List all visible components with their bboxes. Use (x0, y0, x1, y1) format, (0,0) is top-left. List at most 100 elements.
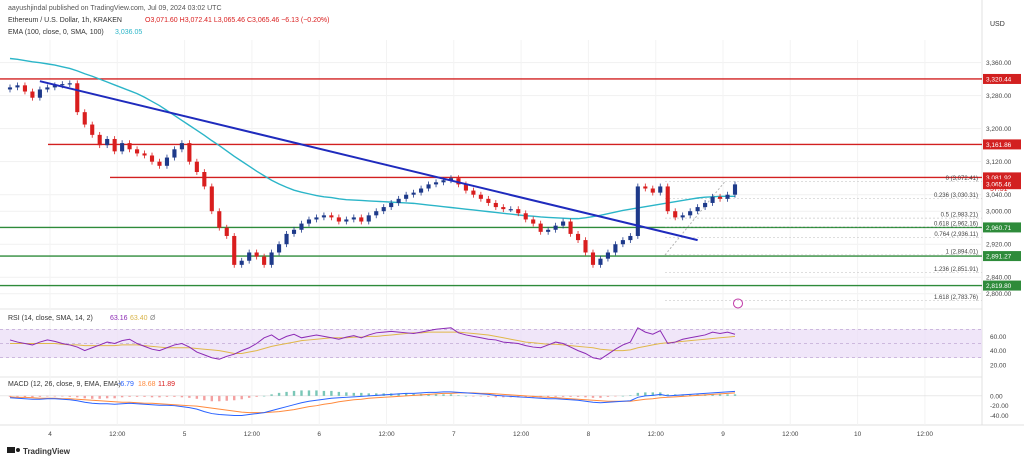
candle-down (516, 209, 521, 214)
level-badge (983, 251, 1021, 262)
fib-level-label: 1.618 (2,783.76) (934, 295, 978, 301)
candle-up (732, 184, 738, 195)
macd-histogram-bar (23, 395, 27, 398)
tradingview-logo-icon (7, 447, 20, 453)
ema-100-line (9, 57, 735, 220)
candle-up (389, 202, 394, 208)
macd-histogram-bar (188, 395, 191, 398)
candle-up (426, 184, 431, 189)
level-label: 3,161.86 (986, 142, 1012, 149)
macd-histogram-bar (367, 393, 370, 396)
rsi-tick-label: 40.00 (990, 348, 1007, 355)
macd-histogram-bar (143, 395, 146, 397)
fib-level-label: 0.618 (2,962.16) (934, 221, 978, 227)
macd-histogram-bar (711, 394, 714, 396)
candle-down (224, 227, 229, 236)
candle-up (366, 215, 371, 222)
candle-up (703, 202, 708, 208)
candle-up (247, 252, 252, 261)
fib-level-label: 0.236 (3,030.31) (934, 193, 978, 199)
candle-up (404, 194, 409, 199)
price-tick-label: 3,120.00 (986, 159, 1012, 166)
macd-histogram-bar (472, 395, 475, 397)
macd-histogram-bar (16, 395, 19, 397)
fibonacci-retracement[interactable]: 0 (3,072.41) 0.236 (3,030.31) 0.5 (2,983.2… (664, 176, 982, 309)
candle-down (90, 124, 95, 135)
level-label: 2,891.27 (986, 254, 1012, 261)
rsi-legend-value: 63.16 (110, 315, 128, 322)
fib-level-label: 1 (2,894.01) (946, 249, 978, 255)
candle-up (688, 211, 693, 216)
macd-legend-label: MACD (12, 26, close, 9, EMA, EMA) (8, 381, 121, 388)
candle-down (82, 112, 87, 125)
fib-level-label: 1.236 (2,851.91) (934, 267, 978, 273)
candle-up (620, 240, 625, 245)
macd-line (9, 390, 736, 417)
macd-histogram-bar (651, 392, 654, 396)
candle-up (710, 196, 715, 203)
candle-up (448, 178, 454, 181)
macd-histogram-bar (38, 395, 42, 397)
candle-down (22, 85, 28, 92)
macd-histogram-bar (375, 393, 378, 396)
candle-down (523, 213, 528, 220)
macd-histogram-bar (614, 395, 617, 397)
candle-down (583, 240, 588, 253)
candle-up (60, 84, 65, 86)
macd-histogram-bar (636, 392, 640, 396)
candle-up (419, 188, 424, 193)
macd-histogram-bar (203, 395, 206, 401)
level-label: 3,065.46 (986, 182, 1012, 189)
macd-histogram-bar (404, 393, 408, 396)
macd-histogram-bar (733, 394, 737, 396)
candle-up (598, 258, 603, 265)
macd-histogram-bar (195, 395, 199, 399)
macd-tick-label: 0.00 (990, 393, 1003, 400)
horizontal-levels[interactable]: 3,320.44 3,161.86 3,081.923,065.46 2,960.71… (0, 73, 1021, 291)
candle-down (217, 211, 222, 228)
macd-tick-label: -20.00 (990, 403, 1009, 410)
macd-histogram-bar (68, 395, 71, 397)
candle-down (501, 207, 506, 210)
rsi-extra-legend-value: Ø (150, 315, 156, 322)
level-badge (983, 179, 1021, 190)
candle-up (52, 85, 57, 88)
axes: 3,360.00 3,280.00 3,200.00 3,120.00 3,040.00… (48, 60, 1011, 438)
macd-histogram-bar (98, 395, 101, 399)
trend-line[interactable] (39, 80, 698, 242)
candle-down (30, 91, 35, 98)
candle-down (97, 134, 102, 146)
candle-down (262, 256, 267, 265)
macd-histogram-bar (315, 390, 318, 396)
level-label: 2,819.80 (986, 283, 1012, 290)
time-tick-label: 6 (317, 431, 321, 438)
level-badge (983, 280, 1021, 291)
histogram-legend-value: 11.89 (158, 381, 175, 388)
rsi-ma-legend-value: 63.40 (130, 315, 148, 322)
macd-histogram-bar (554, 395, 557, 397)
candle-down (486, 198, 491, 203)
candle-up (381, 207, 386, 212)
macd-histogram-bar (61, 395, 64, 397)
macd-histogram-bar (173, 395, 176, 397)
candle-up (67, 83, 72, 85)
macd-histogram-bar (120, 395, 124, 398)
candle-up (277, 244, 282, 253)
signal-legend-value: 18.68 (138, 381, 156, 388)
candle-down (575, 233, 581, 241)
candle-up (120, 143, 125, 152)
macd-histogram-bar (240, 395, 243, 400)
rsi-pane (9, 327, 736, 360)
candle-up (351, 217, 356, 220)
macd-histogram-bar (225, 395, 228, 401)
candle-up (553, 225, 558, 230)
time-tick-label: 12:00 (378, 431, 395, 438)
macd-histogram-bar (277, 392, 281, 396)
macd-pane (0, 390, 982, 417)
macd-histogram-bar (113, 395, 116, 399)
macd-histogram-bar (8, 395, 12, 397)
alert-icon (733, 298, 743, 309)
candle-up (433, 182, 439, 185)
candle-down (127, 143, 132, 150)
